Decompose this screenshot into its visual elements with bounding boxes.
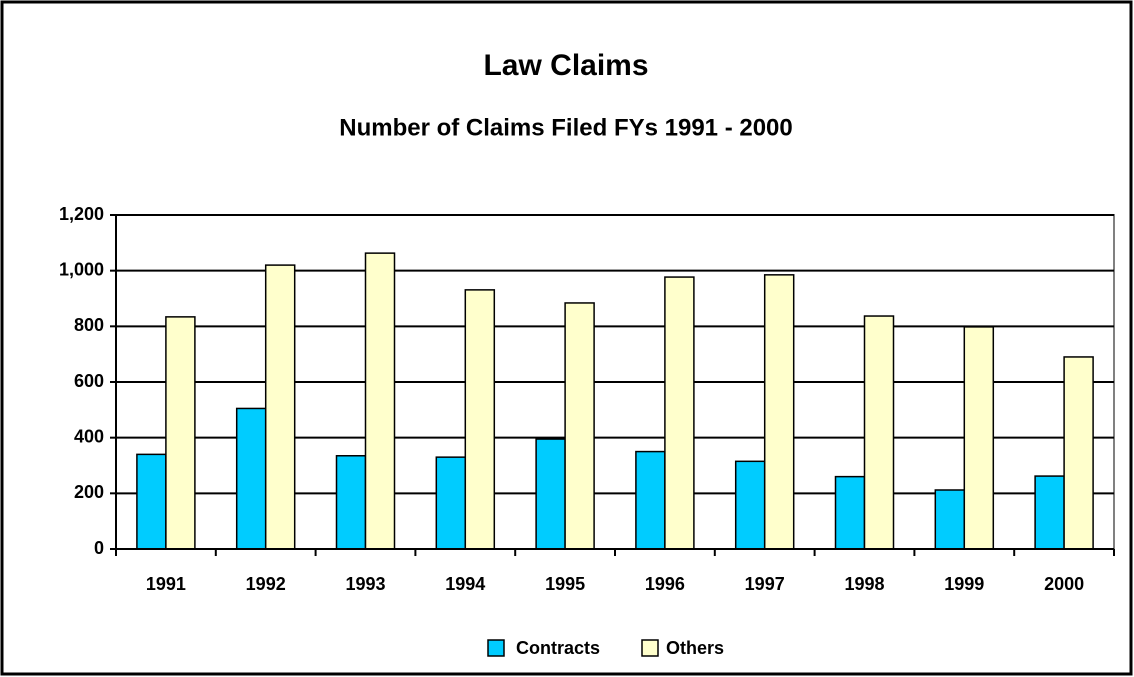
bar	[535, 438, 566, 550]
x-tick-label: 1995	[545, 574, 585, 594]
bar	[963, 326, 995, 550]
chart-subtitle: Number of Claims Filed FYs 1991 - 2000	[339, 114, 793, 141]
y-tick-label: 800	[74, 315, 104, 335]
legend-swatch	[641, 639, 659, 657]
bar	[136, 453, 167, 550]
x-tick-label: 1997	[745, 574, 785, 594]
bar	[464, 289, 496, 550]
x-tick-label: 1993	[345, 574, 385, 594]
bar	[364, 252, 396, 550]
bar	[635, 450, 666, 550]
bar	[734, 460, 766, 550]
bar	[834, 475, 866, 550]
bar	[1063, 356, 1094, 550]
x-tick-label: 1992	[246, 574, 286, 594]
bar	[1034, 475, 1065, 550]
bar	[435, 456, 467, 550]
x-tick-label: 1991	[146, 574, 186, 594]
chart-title: Law Claims	[483, 49, 648, 82]
x-tick-label: 1994	[445, 574, 485, 594]
x-tick-label: 2000	[1044, 574, 1084, 594]
y-tick-label: 400	[74, 426, 104, 446]
x-tick-label: 1998	[844, 574, 884, 594]
bar	[564, 302, 595, 550]
bar	[934, 489, 966, 550]
y-tick-label: 600	[74, 371, 104, 391]
bar	[235, 407, 267, 550]
x-tick-label: 1996	[645, 574, 685, 594]
bar	[264, 264, 296, 550]
bar	[165, 316, 196, 550]
bar	[664, 276, 695, 550]
legend-label: Contracts	[516, 638, 600, 658]
legend-swatch	[487, 639, 505, 657]
y-tick-label: 1,000	[59, 259, 104, 279]
y-tick-label: 0	[94, 538, 104, 558]
y-tick-label: 1,200	[59, 204, 104, 224]
bar	[335, 455, 367, 550]
y-tick-label: 200	[74, 482, 104, 502]
legend-label: Others	[666, 638, 724, 658]
bar	[763, 274, 795, 550]
bar	[863, 315, 895, 550]
x-tick-label: 1999	[944, 574, 984, 594]
